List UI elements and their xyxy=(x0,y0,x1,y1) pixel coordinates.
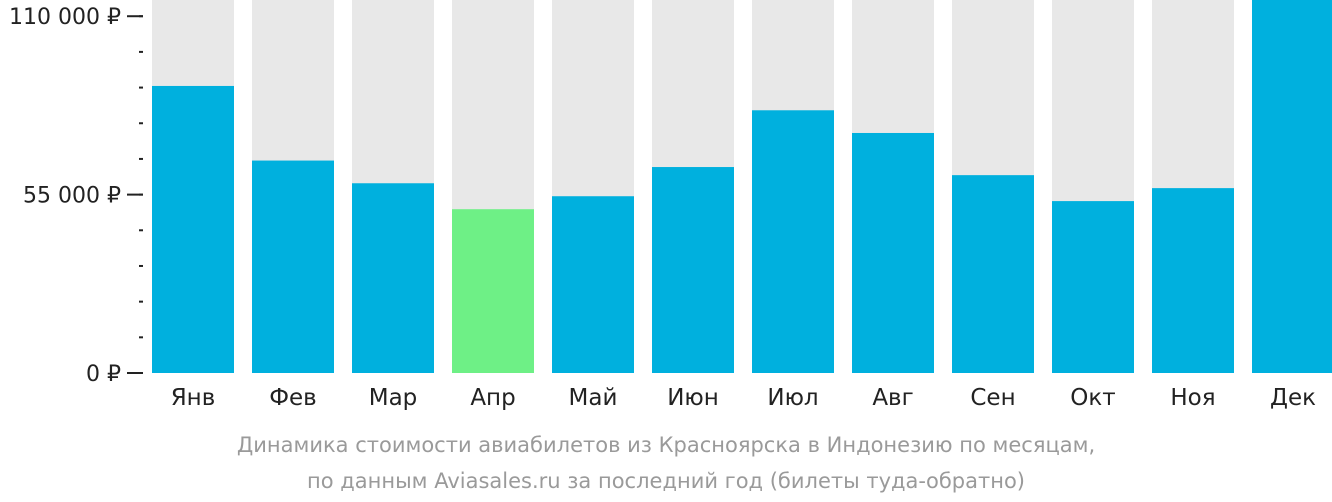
x-tick-label: Мар xyxy=(369,385,418,411)
bar-9 xyxy=(952,175,1034,373)
x-tick-label: Май xyxy=(569,385,618,411)
bar-10 xyxy=(1052,201,1134,373)
x-tick-label: Июл xyxy=(767,385,818,411)
bar-3 xyxy=(352,183,434,373)
x-tick-label: Июн xyxy=(667,385,719,411)
chart-caption-line2: по данным Aviasales.ru за последний год … xyxy=(307,469,1025,493)
bar-8 xyxy=(852,132,934,373)
bar-2 xyxy=(252,160,334,373)
price-chart: Янв Фев Мар Апр Май Июн Июл Авг Сен Окт Ноя Дек 0 ₽ 5… xyxy=(9,0,1332,411)
y-tick-label: 55 000 ₽ xyxy=(23,184,121,209)
bar-6 xyxy=(652,167,734,373)
bar-5 xyxy=(552,196,634,373)
chart-caption-line1: Динамика стоимости авиабилетов из Красно… xyxy=(236,433,1096,457)
bar-7 xyxy=(752,110,834,373)
y-tick-label: 0 ₽ xyxy=(86,362,121,387)
x-tick-label: Фев xyxy=(269,385,317,411)
y-tick-label: 110 000 ₽ xyxy=(9,5,121,30)
x-tick-label: Окт xyxy=(1070,385,1115,411)
x-tick-label: Дек xyxy=(1270,385,1316,411)
x-tick-label: Ноя xyxy=(1170,385,1215,411)
bar-12 xyxy=(1252,0,1332,373)
x-tick-label: Апр xyxy=(470,385,515,411)
x-tick-label: Янв xyxy=(171,385,216,411)
bar-4 xyxy=(452,209,534,373)
x-tick-label: Авг xyxy=(872,385,913,411)
bar-11 xyxy=(1152,188,1234,373)
bar-1 xyxy=(152,85,234,373)
x-tick-label: Сен xyxy=(970,385,1015,411)
